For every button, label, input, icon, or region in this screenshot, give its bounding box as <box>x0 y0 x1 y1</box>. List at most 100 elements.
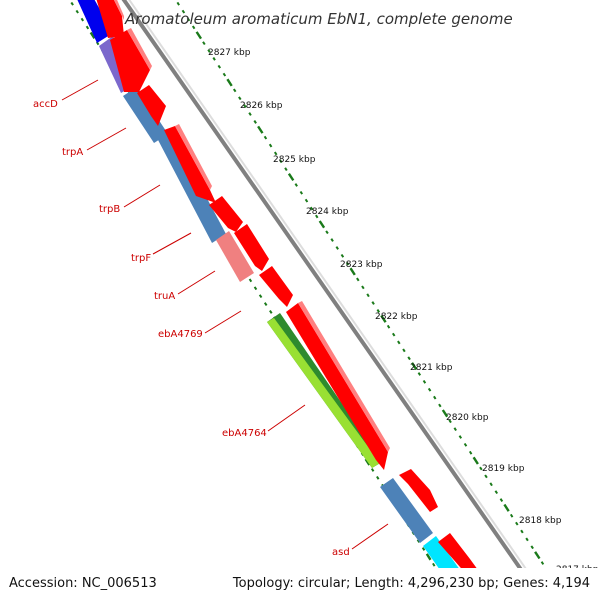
ruler-dot <box>547 570 549 573</box>
gene-truA[interactable] <box>216 231 254 282</box>
gene-ebA4764-light[interactable] <box>267 318 380 468</box>
ruler-dot <box>269 310 273 314</box>
connector-trpB <box>123 184 161 208</box>
ruler-dot <box>243 104 247 109</box>
genome-backbone <box>121 0 523 568</box>
connector-accD <box>61 79 99 101</box>
gene-label-truA[interactable]: truA <box>154 291 175 302</box>
ruler-dot <box>85 25 90 30</box>
ruler-dot <box>212 57 216 61</box>
ruler-dot <box>479 466 483 471</box>
gene-forward-7[interactable] <box>259 266 293 307</box>
ruler-dot <box>70 1 74 6</box>
ruler-dot <box>433 395 437 400</box>
ruler-tick <box>534 551 541 560</box>
ruler-dot <box>448 419 452 424</box>
ruler-label-2820: 2820 kbp <box>446 413 489 423</box>
gene-label-ebA4769[interactable]: ebA4769 <box>158 329 203 340</box>
gene-forward-10[interactable] <box>438 533 478 575</box>
ruler-dot <box>438 403 442 408</box>
ruler-dot <box>253 286 258 291</box>
ruler-dot <box>427 387 432 392</box>
ruler-dot <box>253 120 257 124</box>
ruler-dot <box>248 112 252 116</box>
gene-forward-3[interactable] <box>137 85 166 126</box>
ruler-tick <box>89 31 96 39</box>
ruler-dot <box>499 498 504 502</box>
ruler-dot <box>530 545 534 550</box>
ruler-dot <box>202 41 206 46</box>
ruler-dot <box>330 238 334 242</box>
ruler-dot <box>376 309 381 313</box>
gene-first-reverse[interactable] <box>72 0 113 43</box>
gene-forward-2[interactable] <box>110 30 150 92</box>
ruler-dot <box>494 490 499 495</box>
ruler-dot <box>463 442 468 447</box>
gene-asd-neighbor[interactable] <box>423 536 470 594</box>
ruler-dot <box>176 1 180 6</box>
ruler-dot <box>315 214 319 219</box>
ruler-tick <box>425 553 432 561</box>
ruler-dot <box>299 190 304 195</box>
ruler-dot <box>356 277 360 282</box>
ruler-tick <box>349 267 356 276</box>
ruler-labels: 2827 kbp 2826 kbp 2825 kbp 2824 kbp 2823… <box>208 48 599 575</box>
ruler-dot <box>417 372 422 376</box>
connector-asd <box>351 523 389 550</box>
ruler-tick <box>503 503 510 512</box>
gene-label-asd[interactable]: asd <box>332 547 350 558</box>
gene-forward-6[interactable] <box>234 224 269 271</box>
topology-text: Topology: circular; Length: 4,296,230 bp… <box>232 576 590 591</box>
ruler-dot <box>222 72 227 77</box>
ruler-dot <box>340 253 345 258</box>
connector-trpA <box>86 127 127 151</box>
gene-trpA[interactable] <box>123 87 168 143</box>
ruler-dot <box>217 64 222 69</box>
ruler-tick <box>195 31 203 40</box>
ruler-dots <box>176 1 549 573</box>
ruler-dot <box>263 302 268 306</box>
ruler-dot <box>238 96 242 101</box>
gene-asd[interactable] <box>380 478 433 543</box>
gene-label-trpF[interactable]: trpF <box>131 253 151 264</box>
ruler-label-2821: 2821 kbp <box>410 363 453 373</box>
ruler-label-2817: 2817 kbp <box>556 565 599 575</box>
ruler-dot <box>370 468 375 472</box>
gene-forward-1[interactable] <box>93 0 124 38</box>
gene-label-ebA4764[interactable]: ebA4764 <box>222 428 267 439</box>
gene-label-trpB[interactable]: trpB <box>99 204 120 215</box>
gene-forward-5[interactable] <box>209 196 243 232</box>
ruler-dot <box>484 474 488 479</box>
forward-strand-genes <box>93 0 478 575</box>
ruler-dot <box>258 294 263 299</box>
ruler-dot <box>325 230 329 235</box>
ruler-dot <box>458 435 463 439</box>
gene-label-trpA[interactable]: trpA <box>62 147 83 158</box>
genome-backbone-highlight <box>128 0 527 568</box>
ruler-dot <box>80 17 85 22</box>
ruler-tick <box>287 173 295 182</box>
ruler-tick <box>257 125 264 134</box>
ruler-label-2824: 2824 kbp <box>306 207 349 217</box>
ruler-dot <box>438 571 440 574</box>
gene-label-accD[interactable]: accD <box>33 99 58 110</box>
ruler-tick <box>472 456 479 465</box>
ruler-dot <box>284 167 288 172</box>
label-connectors <box>61 79 389 550</box>
ruler-label-2826: 2826 kbp <box>240 101 283 111</box>
gene-forward-9[interactable] <box>399 469 438 512</box>
ruler-dot <box>232 88 237 93</box>
ruler-tick <box>226 78 233 87</box>
ruler-dot <box>304 198 309 203</box>
ruler-dot <box>422 379 427 384</box>
gene-forward-8[interactable] <box>286 303 388 470</box>
ruler-label-2823: 2823 kbp <box>340 260 383 270</box>
ruler-tick <box>318 220 326 229</box>
ruler-dot <box>268 143 273 148</box>
map-title: Aromatoleum aromaticum EbN1, complete ge… <box>124 10 513 28</box>
gene-forward-4[interactable] <box>164 126 216 203</box>
ruler-dot <box>397 340 401 345</box>
ruler-dot <box>421 547 426 551</box>
